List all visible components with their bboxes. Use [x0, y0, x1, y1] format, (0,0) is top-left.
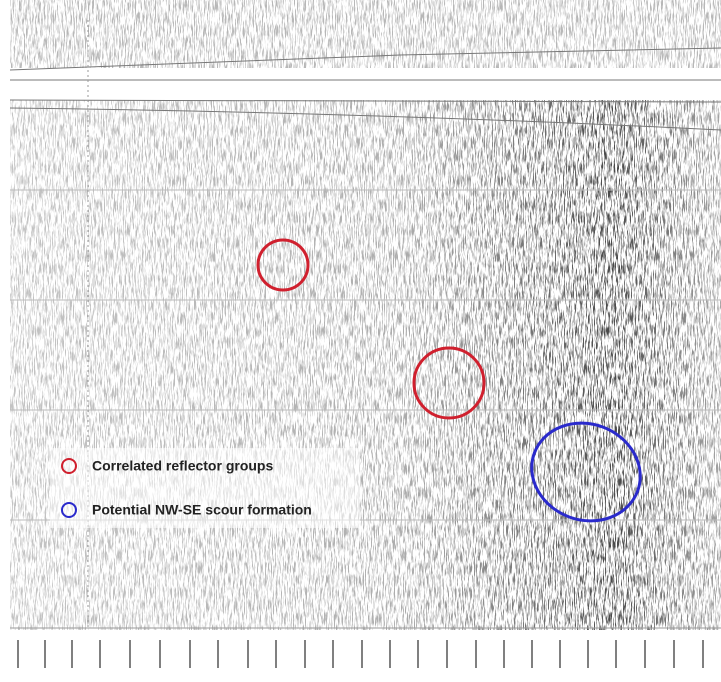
sonar-texture [10, 100, 721, 630]
top-texture [10, 0, 721, 68]
page: Correlated reflector groups Potential NW… [0, 0, 721, 682]
sonar-record: Correlated reflector groups Potential NW… [0, 0, 721, 682]
legend-label: Potential NW-SE scour formation [92, 502, 312, 518]
legend-label: Correlated reflector groups [92, 458, 273, 474]
